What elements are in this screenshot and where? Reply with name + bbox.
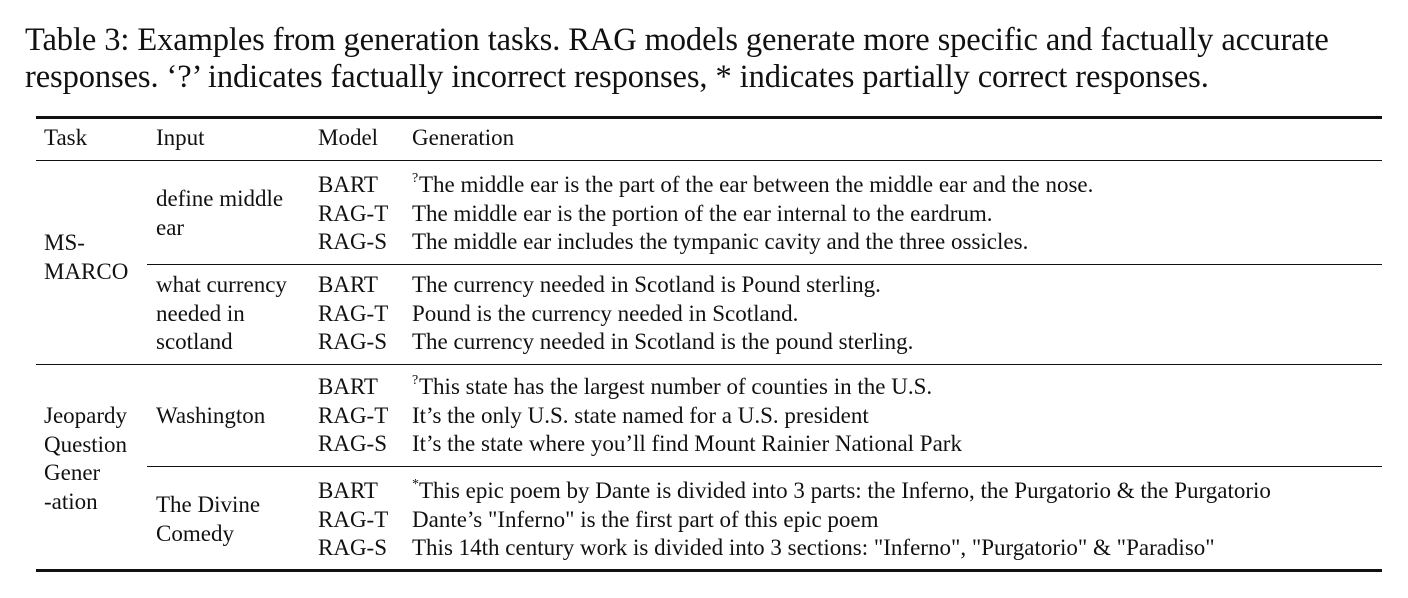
model-name: BART <box>318 478 378 503</box>
model-name: RAG-S <box>318 229 388 254</box>
task-label-line: Gener <box>44 460 101 485</box>
model-name: RAG-T <box>318 301 389 326</box>
task-label-line: -ation <box>44 488 98 514</box>
header-task: Task <box>44 125 88 150</box>
task-label-line: Jeopardy <box>44 403 128 428</box>
input-label-line: scotland <box>156 329 233 354</box>
caption-line-2: responses. ‘?’ indicates factually incor… <box>25 59 1209 95</box>
input-label-line: Washington <box>156 403 266 428</box>
input-label-line: what currency <box>156 272 287 297</box>
model-name: BART <box>318 172 378 197</box>
bottom-rule <box>36 569 1382 572</box>
header-rule <box>36 160 1382 162</box>
model-name: RAG-T <box>318 201 389 226</box>
header-model: Model <box>318 125 379 150</box>
block-divider <box>147 264 1382 266</box>
generation-text: Dante’s "Inferno" is the first part of t… <box>412 507 879 532</box>
model-name: RAG-T <box>318 403 389 428</box>
block-divider <box>147 466 1382 468</box>
model-name: BART <box>318 374 378 399</box>
input-label-line: The Divine <box>156 492 261 517</box>
caption-line-1: Table 3: Examples from generation tasks.… <box>25 22 1329 58</box>
correctness-marker: ? <box>412 171 419 186</box>
generation-text: Pound is the currency needed in Scotland… <box>412 301 799 326</box>
model-name: RAG-T <box>318 507 389 532</box>
model-name: RAG-S <box>318 431 388 456</box>
generation-text: The currency needed in Scotland is the p… <box>412 329 914 354</box>
group-divider <box>36 364 1382 366</box>
top-rule <box>36 116 1382 119</box>
model-name: BART <box>318 272 378 297</box>
generation-text: It’s the state where you’ll find Mount R… <box>412 431 962 456</box>
generation-text: This epic poem by Dante is divided into … <box>419 478 1271 503</box>
correctness-marker: ? <box>412 373 419 388</box>
header-generation: Generation <box>412 125 515 150</box>
model-name: RAG-S <box>318 535 388 560</box>
task-label-line: MS- <box>44 230 85 255</box>
generation-text: The currency needed in Scotland is Pound… <box>412 272 881 297</box>
generation-text: This state has the largest number of cou… <box>419 374 933 399</box>
input-label-line: needed in <box>156 300 245 326</box>
header-input: Input <box>156 125 205 150</box>
generation-text: The middle ear includes the tympanic cav… <box>412 229 1029 254</box>
task-label-line: MARCO <box>44 258 129 284</box>
generation-text: The middle ear is the portion of the ear… <box>412 201 993 226</box>
generation-text: The middle ear is the part of the ear be… <box>419 172 1094 197</box>
correctness-marker: * <box>412 477 419 492</box>
generation-text: It’s the only U.S. state named for a U.S… <box>412 403 869 428</box>
input-label-line: Comedy <box>156 520 234 546</box>
task-label-line: Question <box>44 431 128 457</box>
generation-text: This 14th century work is divided into 3… <box>412 535 1215 560</box>
table-caption: Table 3: Examples from generation tasks.… <box>25 22 1405 96</box>
model-name: RAG-S <box>318 329 388 354</box>
input-label-line: define middle <box>156 186 284 211</box>
input-label-line: ear <box>156 214 185 240</box>
